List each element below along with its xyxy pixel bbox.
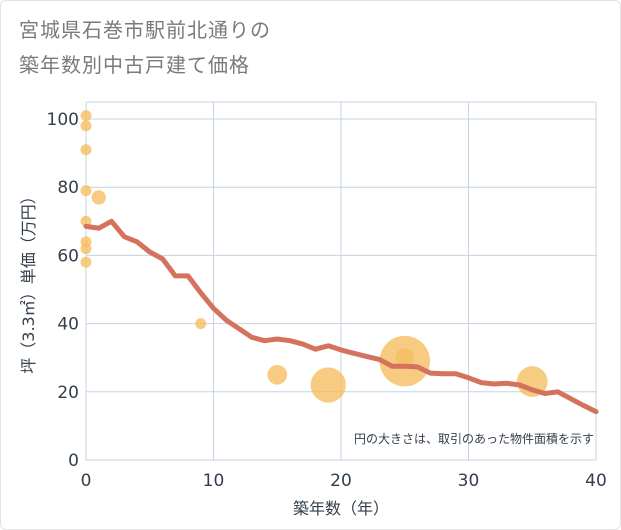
x-tick-label: 30 xyxy=(458,471,480,491)
data-bubble xyxy=(80,215,92,227)
data-bubble xyxy=(80,185,92,197)
data-bubble xyxy=(80,243,92,255)
data-bubble xyxy=(195,318,207,330)
data-bubble xyxy=(80,144,92,156)
price-trend-line xyxy=(83,218,599,415)
data-bubble xyxy=(80,256,92,268)
x-axis-title: 築年数（年） xyxy=(293,499,389,518)
x-tick-label: 40 xyxy=(585,471,607,491)
data-bubble xyxy=(395,348,415,368)
y-tick-label: 40 xyxy=(57,315,79,335)
chart-title: 宮城県石巻市駅前北通りの 築年数別中古戸建て価格 xyxy=(19,13,439,83)
x-tick-labels: 0 10 20 30 40 xyxy=(81,471,607,491)
data-bubble xyxy=(267,364,288,385)
y-tick-label: 0 xyxy=(68,451,79,471)
y-tick-label: 80 xyxy=(57,178,79,198)
data-bubble xyxy=(310,367,346,403)
size-legend-note: 円の大きさは、取引のあった物件面積を示す xyxy=(354,431,594,446)
chart-title-line1: 宮城県石巻市駅前北通りの xyxy=(19,18,271,42)
y-tick-label: 100 xyxy=(47,110,79,130)
y-tick-label: 60 xyxy=(57,246,79,266)
bubble-layer xyxy=(80,110,548,403)
y-tick-labels: 0 20 40 60 80 100 xyxy=(47,110,79,471)
chart-title-line2: 築年数別中古戸建て価格 xyxy=(19,53,250,77)
grid-lines xyxy=(85,101,597,461)
y-axis-title: 坪（3.3㎡）単価（万円） xyxy=(19,188,38,373)
data-bubble xyxy=(80,110,92,122)
data-bubble xyxy=(80,120,92,132)
x-tick-label: 20 xyxy=(330,471,352,491)
x-tick-label: 10 xyxy=(203,471,225,491)
data-bubble xyxy=(91,190,106,205)
y-tick-label: 20 xyxy=(57,383,79,403)
x-tick-label: 0 xyxy=(81,471,92,491)
